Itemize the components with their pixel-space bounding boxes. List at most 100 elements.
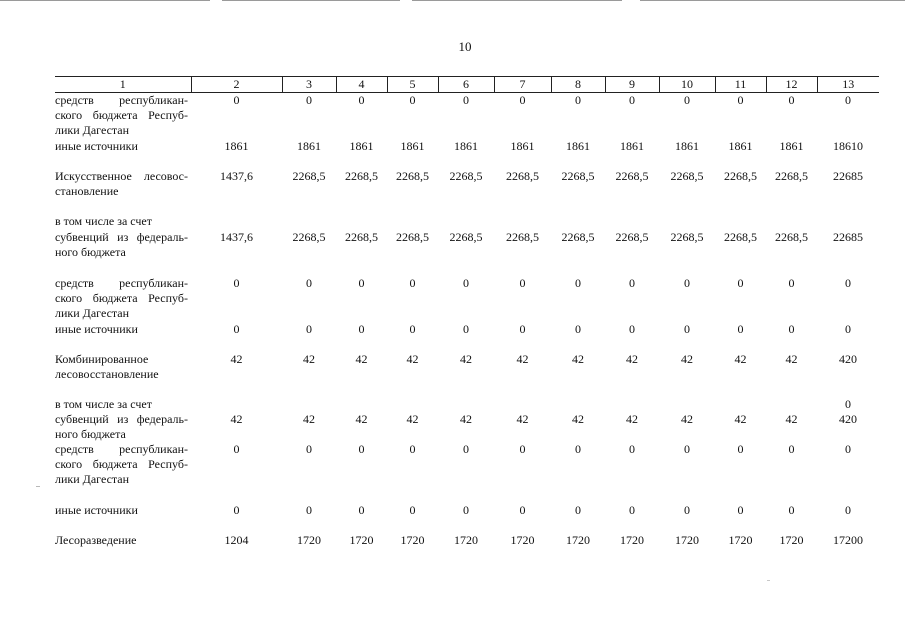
table-cell: 2268,5	[506, 229, 539, 244]
table-cell	[659, 397, 715, 412]
table-cell: 1720	[779, 532, 804, 547]
table-cell: 0	[519, 321, 526, 336]
table-cell	[494, 397, 551, 412]
table-cell: 0	[519, 275, 526, 290]
table-cell: 2268,5	[561, 229, 595, 244]
table-cell	[605, 214, 659, 230]
table-cell: 2268,5	[670, 229, 704, 244]
table-cell: 2268,5	[615, 168, 649, 183]
row-label: средств республикан­ского бюджета Респуб…	[55, 441, 188, 486]
table-cell: 0	[306, 275, 312, 290]
table-cell	[438, 397, 494, 412]
table-cell: 42	[572, 411, 584, 426]
table-cell: 0	[575, 321, 581, 336]
table-cell: 0	[575, 502, 581, 517]
table-cell	[282, 214, 336, 230]
table-row: Лесоразведение 1204 1720 1720 1720 1720 …	[55, 533, 879, 551]
table-cell	[191, 397, 282, 412]
table-cell: 0	[737, 321, 744, 336]
table-cell: 0	[306, 502, 312, 517]
table-cell: 42	[734, 351, 747, 366]
table-cell: 0	[575, 93, 581, 107]
table-cell: 0	[409, 502, 416, 517]
table-cell: 1720	[510, 532, 535, 547]
table-cell: 2268,5	[775, 168, 808, 183]
table-cell: 42	[460, 411, 472, 426]
table-cell: 0	[684, 275, 690, 290]
table-cell: 0	[463, 502, 469, 517]
table-row: в том числе за счет 0	[55, 397, 879, 412]
row-label: иные источники	[55, 138, 138, 153]
table-cell: 1720	[400, 532, 425, 547]
table-cell: 0	[737, 275, 744, 290]
column-number: 2	[190, 76, 283, 93]
table-cell: 1861	[454, 138, 478, 153]
column-number: 3	[281, 76, 337, 93]
table-cell: 2268,5	[561, 168, 595, 183]
table-cell: 42	[734, 411, 747, 426]
table-cell: 420	[839, 351, 857, 366]
table-cell: 0	[409, 321, 416, 336]
table-cell: 0	[737, 441, 744, 456]
table-cell: 0	[463, 93, 469, 107]
page-number: 10	[458, 39, 472, 54]
row-label: Лесоразведение	[55, 532, 137, 547]
table-row: иные источники 0 0 0 0 0 0 0 0 0 0 0 0	[55, 322, 879, 352]
table-cell: 0	[358, 275, 365, 290]
table-cell: 1720	[454, 532, 478, 547]
row-label: субвенций из федераль­ного бюджета	[55, 411, 188, 441]
table-cell: 2268,5	[724, 168, 757, 183]
row-label: в том числе за счет	[55, 396, 152, 411]
table-cell: 0	[409, 441, 416, 456]
scan-edge-line	[0, 0, 210, 1]
table-cell: 1720	[728, 532, 753, 547]
table-cell: 1861	[349, 138, 374, 153]
table-cell: 2268,5	[615, 229, 649, 244]
table-cell: 0	[629, 275, 635, 290]
table-cell: 1861	[728, 138, 753, 153]
row-label: средств республикан­ского бюджета Респуб…	[55, 93, 188, 137]
column-number: 5	[386, 76, 439, 93]
row-label: средств республикан­ского бюджета Респуб…	[55, 275, 188, 320]
table-cell	[438, 214, 494, 230]
table-cell: 0	[845, 93, 851, 107]
table-cell	[715, 214, 766, 230]
table-cell: 1720	[566, 532, 590, 547]
row-label: Искусственное лесовос­становление	[55, 168, 188, 198]
table-cell: 22685	[833, 229, 863, 244]
table-cell: 0	[845, 441, 851, 456]
column-number: 11	[714, 76, 767, 93]
budget-table: 1 2 3 4 5 6 7 8 9 10 11 12 13 средств ре…	[55, 76, 879, 551]
table-cell: 42	[406, 351, 419, 366]
table-cell: 42	[230, 351, 243, 366]
table-cell: 1720	[620, 532, 644, 547]
table-cell: 0	[463, 321, 469, 336]
table-cell	[715, 397, 766, 412]
table-row: средств республикан­ского бюджета Респуб…	[55, 442, 879, 503]
table-cell: 0	[629, 93, 635, 107]
table-cell: 0	[233, 93, 240, 107]
table-cell: 0	[358, 93, 365, 107]
table-cell: 2268,5	[396, 168, 429, 183]
table-cell: 420	[839, 411, 857, 426]
table-cell: 1720	[297, 532, 321, 547]
table-cell: 0	[737, 93, 744, 107]
table-cell: 0	[409, 275, 416, 290]
table-cell: 0	[358, 321, 365, 336]
table-cell: 1861	[620, 138, 644, 153]
table-cell: 1861	[566, 138, 590, 153]
table-cell: 2268,5	[449, 168, 483, 183]
table-cell	[387, 214, 438, 230]
table-cell: 0	[519, 441, 526, 456]
column-number: 10	[658, 76, 716, 93]
table-cell	[551, 214, 605, 230]
scan-edge-line	[412, 0, 622, 1]
table-cell: 1861	[510, 138, 535, 153]
table-cell: 42	[785, 351, 798, 366]
table-cell: 0	[788, 502, 795, 517]
table-cell: 0	[684, 441, 690, 456]
table-cell: 0	[463, 275, 469, 290]
table-cell: 0	[629, 321, 635, 336]
table-cell: 0	[519, 93, 526, 107]
table-cell: 42	[626, 351, 638, 366]
